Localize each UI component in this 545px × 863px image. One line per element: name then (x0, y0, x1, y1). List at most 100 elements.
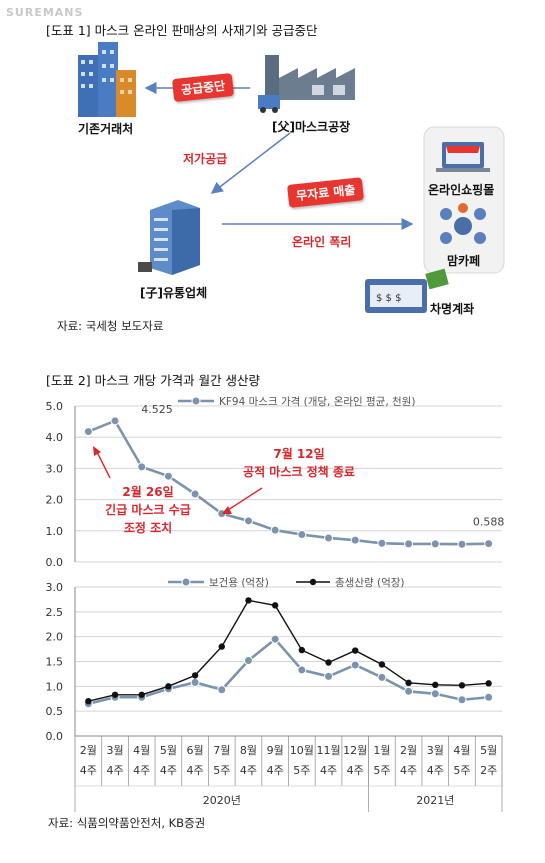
x-tick-month: 7월 (213, 744, 230, 757)
year-label-2020: 2020년 (203, 794, 241, 807)
y-tick-label: 2.0 (46, 494, 64, 507)
data-point (111, 691, 119, 698)
data-point (350, 535, 360, 545)
annotation-jul12-line2: 공적 마스크 정책 종료 (243, 465, 355, 479)
x-tick-month: 10월 (290, 744, 314, 757)
y-tick-label: 5.0 (46, 400, 64, 413)
x-tick-week: 4주 (133, 764, 150, 777)
x-tick-month: 4월 (453, 744, 470, 757)
data-point (430, 689, 440, 699)
bankbook-icon: $ $ $ (365, 268, 449, 313)
fig2-source: 자료: 식품의약품안전처, KB증권 (48, 816, 206, 830)
fig1-source: 자료: 국세청 보도자료 (57, 319, 164, 333)
x-tick-month: 3월 (427, 744, 444, 757)
x-tick-week: 5주 (293, 764, 310, 777)
x-tick-month: 3월 (106, 744, 123, 757)
data-point (297, 665, 307, 675)
y-tick-label: 1.5 (46, 656, 64, 669)
fig1-title: [도표 1] 마스크 온라인 판매상의 사재기와 공급중단 (46, 23, 318, 38)
x-tick-week: 4주 (106, 764, 123, 777)
y-tick-label: 2.0 (46, 631, 64, 644)
annotation-feb26-line1: 2월 26일 (122, 485, 174, 499)
data-point (297, 530, 307, 540)
data-point (270, 525, 280, 535)
label-distributor: [子]유통업체 (140, 286, 208, 300)
series-line-1-0 (87, 419, 489, 546)
x-tick-month: 2월 (400, 744, 417, 757)
data-point (432, 681, 439, 689)
data-point (218, 643, 225, 650)
data-point (138, 691, 145, 698)
x-tick-month: 6월 (187, 744, 204, 757)
data-point (404, 686, 414, 696)
data-point (298, 646, 306, 654)
year-label-2021: 2021년 (416, 794, 454, 807)
series-line-2-0 (88, 637, 489, 705)
y-tick-label: 2.5 (46, 606, 64, 619)
data-point (243, 516, 253, 526)
data-point (245, 597, 252, 604)
data-point (484, 539, 494, 549)
annotation-feb26-line2: 긴급 마스크 수급 (105, 503, 191, 517)
label-online-profit: 온라인 폭리 (292, 235, 352, 249)
x-tick-week: 5주 (213, 764, 230, 777)
data-point (378, 661, 386, 668)
distributor-building-icon (138, 200, 200, 275)
data-label: 4.525 (141, 403, 173, 416)
x-tick-month: 12월 (343, 744, 367, 757)
data-point (377, 538, 387, 548)
annotation-arrow-jul12 (227, 487, 263, 511)
label-low-supply: 저가공급 (183, 152, 228, 166)
legend-health-label: 보건용 (억장) (209, 577, 269, 589)
watermark: SUREMANS (6, 6, 84, 19)
data-point (405, 679, 412, 687)
data-point (110, 416, 120, 426)
data-point (457, 695, 467, 705)
data-point (350, 660, 360, 670)
annotation-arrowhead-jul12 (222, 506, 232, 514)
data-point (271, 602, 279, 609)
annotation-feb26-line3: 조정 조치 (123, 521, 173, 535)
laptop-shop-icon (436, 142, 490, 172)
data-point (324, 533, 334, 543)
data-point (191, 672, 199, 679)
y-tick-label: 0.5 (46, 705, 64, 718)
x-tick-week: 4주 (160, 764, 177, 777)
legend-price-label: KF94 마스크 가격 (개당, 온라인 평균, 천원) (219, 395, 415, 408)
annotation-feb26: 2월 26일 긴급 마스크 수급 조정 조치 (93, 483, 203, 537)
data-point (190, 489, 200, 499)
legend-health-marker (181, 577, 191, 587)
y-tick-label: 4.0 (46, 431, 64, 444)
data-point (83, 427, 93, 437)
x-tick-week: 5주 (453, 764, 470, 777)
label-borrowed-account: 차명계좌 (430, 302, 475, 316)
x-tick-week: 4주 (400, 764, 417, 777)
data-point (137, 462, 147, 472)
data-point (325, 659, 332, 666)
data-point (165, 683, 172, 690)
x-tick-week: 2주 (480, 764, 497, 777)
svg-text:$ $ $: $ $ $ (376, 293, 401, 304)
annotation-jul12: 7월 12일 공적 마스크 정책 종료 (224, 445, 374, 481)
label-online-mall: 온라인쇼핑몰 (428, 183, 495, 197)
x-tick-month: 1월 (373, 744, 390, 757)
annotation-arrow-feb26 (96, 451, 111, 479)
y-tick-label: 3.0 (46, 581, 64, 594)
legend-total-marker (309, 578, 317, 586)
annotation-arrowhead-feb26 (93, 446, 101, 456)
data-point (484, 692, 494, 702)
x-tick-week: 4주 (80, 764, 97, 777)
label-mom-cafe: 맘카페 (447, 254, 481, 268)
fig2-title: [도표 2] 마스크 개당 가격과 월간 생산량 (46, 373, 261, 388)
office-buildings-icon (78, 42, 136, 117)
x-tick-month: 8월 (240, 744, 257, 757)
x-tick-week: 4주 (347, 764, 364, 777)
data-point (243, 656, 253, 666)
data-point (430, 539, 440, 549)
x-tick-week: 4주 (427, 764, 444, 777)
data-point (404, 539, 414, 549)
x-tick-month: 5월 (480, 744, 497, 757)
annotation-jul12-line1: 7월 12일 (273, 447, 325, 461)
data-point (377, 672, 387, 682)
